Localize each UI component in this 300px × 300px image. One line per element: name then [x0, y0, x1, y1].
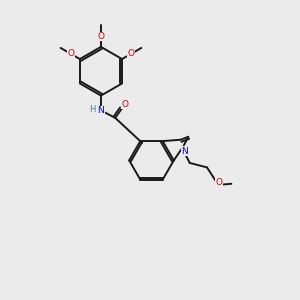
Text: O: O: [121, 100, 128, 109]
Text: H: H: [89, 105, 96, 114]
Text: O: O: [67, 49, 74, 58]
Text: N: N: [181, 147, 188, 156]
Text: O: O: [128, 49, 135, 58]
Text: O: O: [98, 32, 104, 41]
Text: N: N: [98, 106, 104, 115]
Text: O: O: [215, 178, 222, 187]
